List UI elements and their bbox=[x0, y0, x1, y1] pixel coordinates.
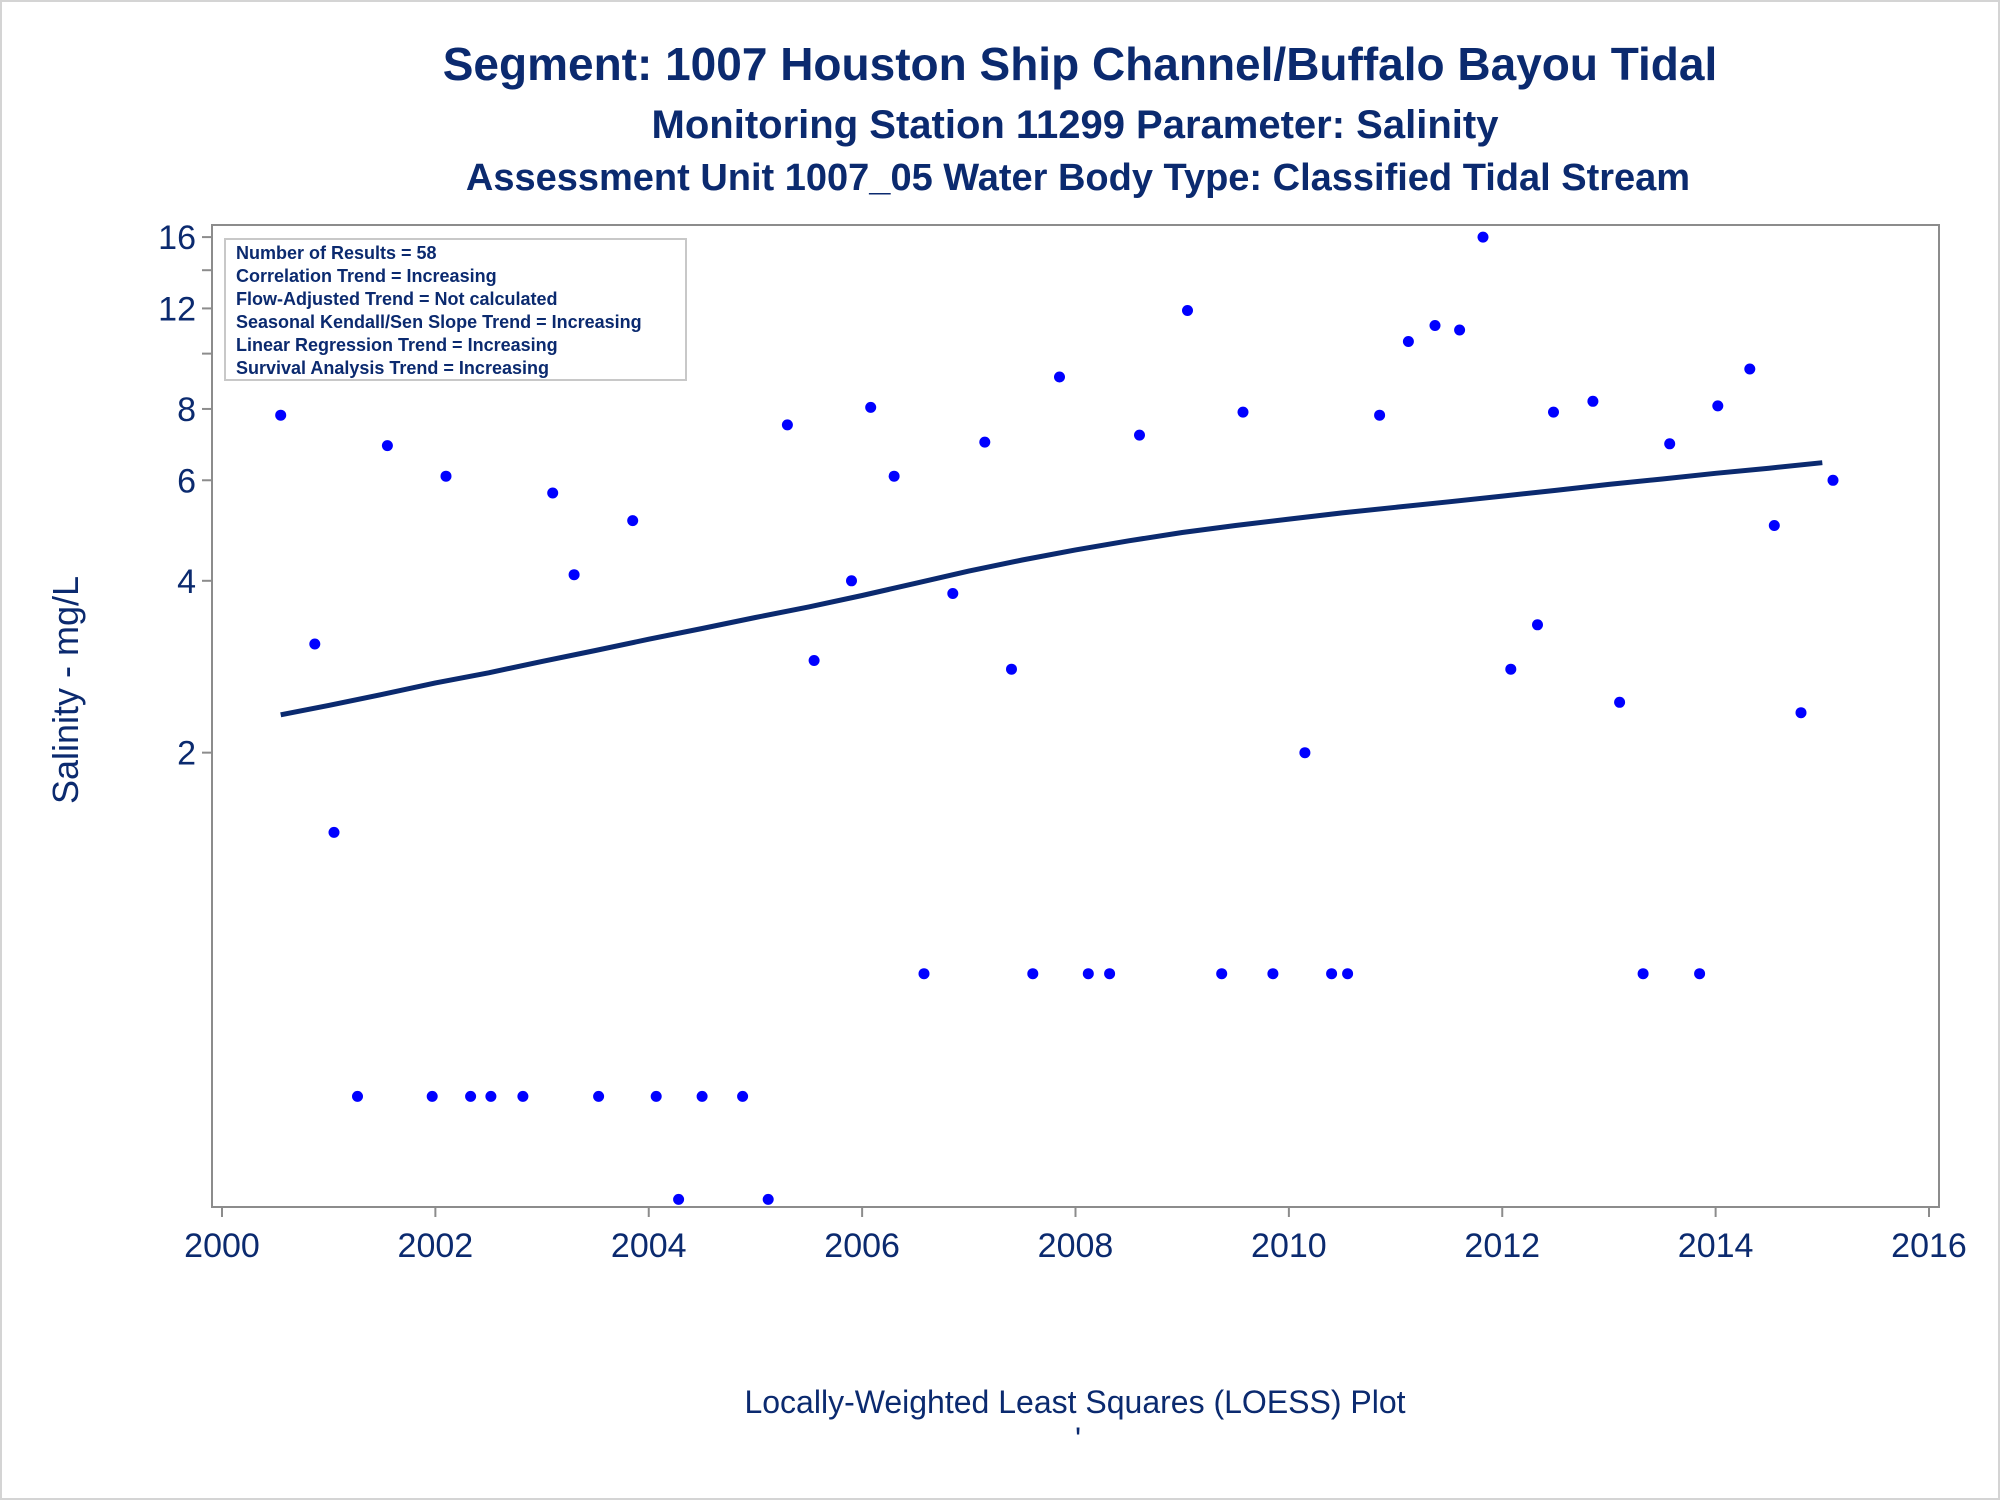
y-axis: 2 4 6 8 12 16 bbox=[158, 219, 212, 773]
loess-trend bbox=[280, 460, 1823, 718]
data-point bbox=[1827, 474, 1839, 486]
data-point bbox=[1082, 968, 1094, 980]
data-point bbox=[1326, 968, 1338, 980]
data-point bbox=[650, 1090, 662, 1102]
data-points bbox=[275, 231, 1839, 1205]
data-point bbox=[1237, 406, 1249, 418]
data-point bbox=[1637, 968, 1649, 980]
data-point bbox=[627, 515, 639, 527]
data-point bbox=[485, 1090, 497, 1102]
y-tick-label: 16 bbox=[158, 219, 196, 257]
data-point bbox=[762, 1193, 774, 1205]
data-point bbox=[888, 470, 900, 482]
data-point bbox=[1134, 429, 1145, 441]
data-point bbox=[1402, 336, 1414, 347]
info-line: Linear Regression Trend = Increasing bbox=[236, 335, 558, 355]
info-box: Number of Results = 58 Correlation Trend… bbox=[224, 238, 687, 381]
data-point bbox=[1548, 406, 1559, 418]
data-point bbox=[1614, 696, 1626, 708]
data-point bbox=[1429, 320, 1441, 331]
info-line: Seasonal Kendall/Sen Slope Trend = Incre… bbox=[236, 312, 642, 332]
data-point bbox=[465, 1090, 477, 1102]
data-point bbox=[1712, 400, 1724, 412]
loess-trend-line bbox=[280, 460, 1823, 718]
data-point bbox=[1795, 707, 1807, 719]
data-point bbox=[1267, 968, 1279, 980]
x-tick-label: 2008 bbox=[1038, 1227, 1114, 1265]
data-point bbox=[352, 1090, 363, 1102]
x-tick-label: 2002 bbox=[398, 1227, 474, 1265]
x-tick-label: 2000 bbox=[184, 1227, 260, 1265]
data-point bbox=[1006, 663, 1017, 675]
info-line: Flow-Adjusted Trend = Not calculated bbox=[236, 289, 558, 309]
data-point bbox=[846, 575, 857, 587]
data-point bbox=[1299, 747, 1311, 759]
data-point bbox=[808, 655, 820, 666]
data-point bbox=[737, 1090, 749, 1102]
data-point bbox=[947, 588, 959, 599]
plot-area bbox=[211, 224, 1940, 1208]
data-point bbox=[1744, 363, 1756, 375]
info-line: Survival Analysis Trend = Increasing bbox=[236, 358, 549, 378]
data-point bbox=[328, 826, 340, 838]
data-point bbox=[426, 1090, 438, 1102]
y-tick-label: 4 bbox=[177, 563, 196, 601]
data-point bbox=[440, 470, 452, 482]
data-point bbox=[1182, 305, 1193, 316]
data-point bbox=[1342, 968, 1354, 980]
data-point bbox=[1054, 371, 1065, 383]
y-tick-label: 2 bbox=[177, 735, 196, 773]
data-point bbox=[979, 436, 991, 448]
x-tick-label: 2010 bbox=[1251, 1227, 1327, 1265]
data-point bbox=[309, 638, 321, 650]
data-point bbox=[1027, 968, 1039, 980]
data-point bbox=[1694, 968, 1706, 980]
data-point bbox=[673, 1193, 685, 1205]
data-point bbox=[381, 440, 393, 452]
x-tick-label: 2004 bbox=[611, 1227, 687, 1265]
data-point bbox=[1477, 231, 1489, 243]
data-point bbox=[1664, 438, 1676, 450]
data-point bbox=[1216, 968, 1228, 980]
data-point bbox=[517, 1090, 529, 1102]
chart-title: Segment: 1007 Houston Ship Channel/Buffa… bbox=[443, 38, 1718, 90]
data-point bbox=[1505, 663, 1517, 675]
x-axis: 2000 2002 2004 2006 2008 2010 2012 2014 2016 bbox=[184, 1207, 1967, 1265]
x-tick-label: 2012 bbox=[1464, 1227, 1540, 1265]
data-point bbox=[1104, 968, 1116, 980]
chart-subtitle-2: Assessment Unit 1007_05 Water Body Type:… bbox=[466, 157, 1690, 199]
footnote-mark: ' bbox=[1075, 1421, 1081, 1457]
data-point bbox=[568, 569, 580, 581]
data-point bbox=[918, 968, 930, 980]
x-tick-label: 2006 bbox=[824, 1227, 900, 1265]
y-tick-label: 12 bbox=[158, 290, 196, 328]
data-point bbox=[696, 1090, 708, 1102]
data-point bbox=[1532, 619, 1543, 631]
x-tick-label: 2016 bbox=[1891, 1227, 1967, 1265]
y-tick-label: 8 bbox=[177, 391, 196, 429]
data-point bbox=[1454, 324, 1466, 336]
data-point bbox=[1374, 409, 1386, 421]
data-point bbox=[275, 409, 287, 421]
x-tick-label: 2014 bbox=[1678, 1227, 1754, 1265]
data-point bbox=[865, 401, 877, 413]
info-box-border bbox=[224, 238, 687, 381]
data-point bbox=[781, 419, 793, 431]
data-point bbox=[547, 487, 559, 499]
chart-subtitle: Monitoring Station 11299 Parameter: Sali… bbox=[652, 103, 1500, 147]
info-line: Number of Results = 58 bbox=[236, 243, 437, 263]
data-point bbox=[1587, 395, 1599, 407]
data-point bbox=[1768, 520, 1780, 531]
info-line: Correlation Trend = Increasing bbox=[236, 266, 497, 286]
y-axis-label: Salinity - mg/L bbox=[45, 576, 86, 804]
y-tick-label: 6 bbox=[177, 462, 196, 500]
data-point bbox=[593, 1090, 605, 1102]
footnote: Locally-Weighted Least Squares (LOESS) P… bbox=[744, 1384, 1405, 1420]
